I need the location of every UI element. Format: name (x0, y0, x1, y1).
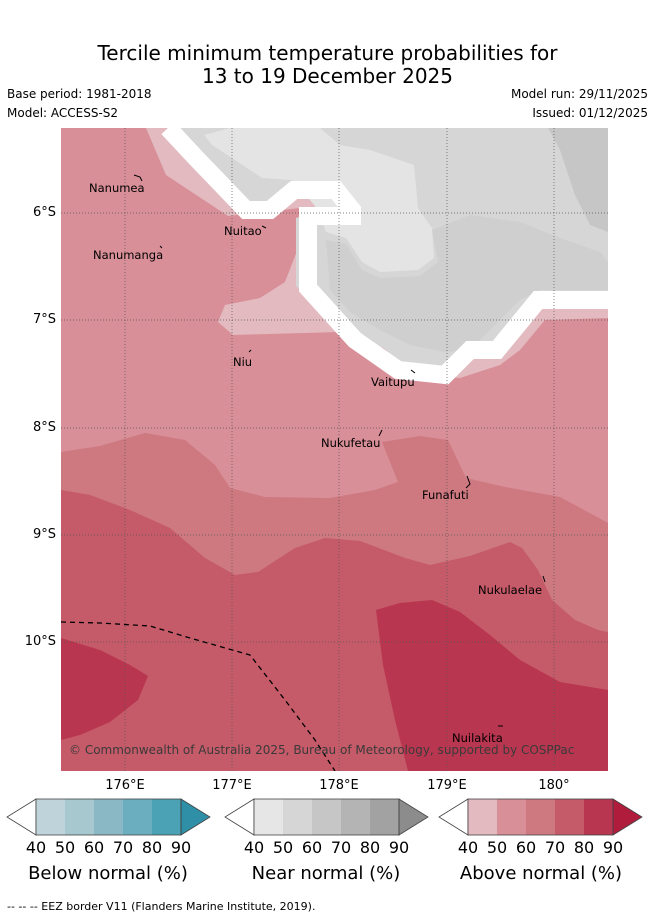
legend-below-label: Below normal (%) (28, 863, 188, 884)
near-50 (283, 799, 312, 835)
above-40 (468, 799, 497, 835)
place-niu: Niu (233, 355, 252, 369)
place-nanumea: Nanumea (89, 181, 145, 195)
place-nukulaelae: Nukulaelae (478, 583, 542, 597)
below-40 (36, 799, 65, 835)
place-nuilakita: Nuilakita (452, 731, 503, 745)
islands (133, 174, 546, 727)
below-80 (152, 799, 181, 835)
lat-label: 8°S (32, 420, 56, 435)
chart-title-line2: 13 to 19 December 2025 (201, 64, 453, 88)
above-60 (526, 799, 555, 835)
above-80-region-east (376, 600, 608, 771)
lon-label: 179°E (427, 778, 467, 793)
above-80-region-west (61, 638, 148, 740)
place-vaitupu: Vaitupu (371, 375, 415, 389)
tick-below: 80 (141, 838, 163, 857)
lon-label: 177°E (212, 778, 252, 793)
near-80 (370, 799, 399, 835)
near-70 (341, 799, 370, 835)
probability-map: Nanumea Nuitao Nanumanga Niu Vaitupu Nuk… (61, 128, 608, 771)
near-60 (312, 799, 341, 835)
eez-border (61, 621, 336, 771)
chart-title-line1: Tercile minimum temperature probabilitie… (97, 41, 558, 65)
above-50 (497, 799, 526, 835)
above-90-arrow (612, 798, 643, 836)
below-90-arrow (180, 798, 211, 836)
tick-below: 60 (83, 838, 105, 857)
lat-label: 9°S (32, 527, 56, 542)
below-60 (94, 799, 123, 835)
model-name: Model: ACCESS-S2 (7, 106, 119, 120)
lat-label: 6°S (32, 205, 56, 220)
colorbar-below (6, 798, 211, 836)
model-run: Model run: 29/11/2025 (510, 87, 648, 101)
colorbar-above (438, 798, 643, 836)
near-low-arrow (224, 798, 255, 836)
above-70 (555, 799, 584, 835)
eez-footnote: -- -- -- EEZ border V11 (Flanders Marine… (7, 900, 316, 913)
tick-below: 50 (54, 838, 76, 857)
lat-label: 7°S (32, 312, 56, 327)
tick-below: 40 (25, 838, 47, 857)
lon-label: 178°E (319, 778, 359, 793)
tick-below: 70 (112, 838, 134, 857)
place-nanumanga: Nanumanga (93, 248, 163, 262)
place-nukufetau: Nukufetau (321, 436, 380, 450)
tick-near: 90 (388, 838, 410, 857)
near-45-region (326, 215, 608, 352)
below-70 (123, 799, 152, 835)
probability-gap-line (161, 128, 608, 385)
tick-below: 90 (170, 838, 192, 857)
tick-near: 50 (272, 838, 294, 857)
above-low-arrow (438, 798, 469, 836)
base-period: Base period: 1981-2018 (7, 87, 152, 101)
lon-label: 180° (538, 778, 570, 793)
legend-near-label: Near normal (%) (251, 863, 401, 884)
above-80 (584, 799, 613, 835)
colorbar-near (224, 798, 429, 836)
copyright-credit: © Commonwealth of Australia 2025, Bureau… (69, 743, 574, 757)
place-nuitao: Nuitao (224, 224, 262, 238)
tick-above: 40 (457, 838, 479, 857)
near-40-region (204, 128, 434, 272)
near-40 (254, 799, 283, 835)
tick-near: 70 (330, 838, 352, 857)
lon-label: 176°E (105, 778, 145, 793)
tick-above: 60 (515, 838, 537, 857)
place-funafuti: Funafuti (422, 488, 469, 502)
below-low-arrow (6, 798, 37, 836)
tick-near: 40 (243, 838, 265, 857)
legend-above-label: Above normal (%) (459, 863, 623, 884)
tick-above: 70 (544, 838, 566, 857)
tick-near: 60 (301, 838, 323, 857)
tick-above: 80 (573, 838, 595, 857)
issued-date: Issued: 01/12/2025 (532, 106, 648, 120)
near-90-arrow (398, 798, 429, 836)
near-60-region (548, 128, 608, 232)
tick-near: 80 (359, 838, 381, 857)
tick-above: 90 (602, 838, 624, 857)
map-gridlines (61, 128, 608, 771)
below-50 (65, 799, 94, 835)
lat-label: 10°S (24, 634, 56, 649)
tick-above: 50 (486, 838, 508, 857)
